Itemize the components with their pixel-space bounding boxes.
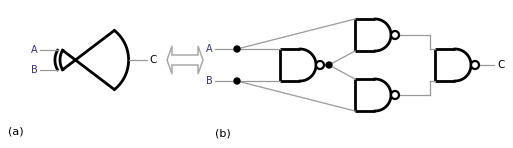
Text: B: B [31,65,37,75]
Circle shape [316,61,324,69]
Text: B: B [206,76,213,86]
Text: C: C [150,55,157,65]
Circle shape [391,91,399,99]
Circle shape [234,46,240,52]
Circle shape [326,62,332,68]
Circle shape [234,78,240,84]
Circle shape [391,31,399,39]
Text: A: A [206,44,213,54]
Text: (b): (b) [215,128,231,138]
Text: (a): (a) [8,126,24,136]
Circle shape [471,61,479,69]
Text: A: A [31,45,37,55]
Text: C: C [497,60,504,70]
